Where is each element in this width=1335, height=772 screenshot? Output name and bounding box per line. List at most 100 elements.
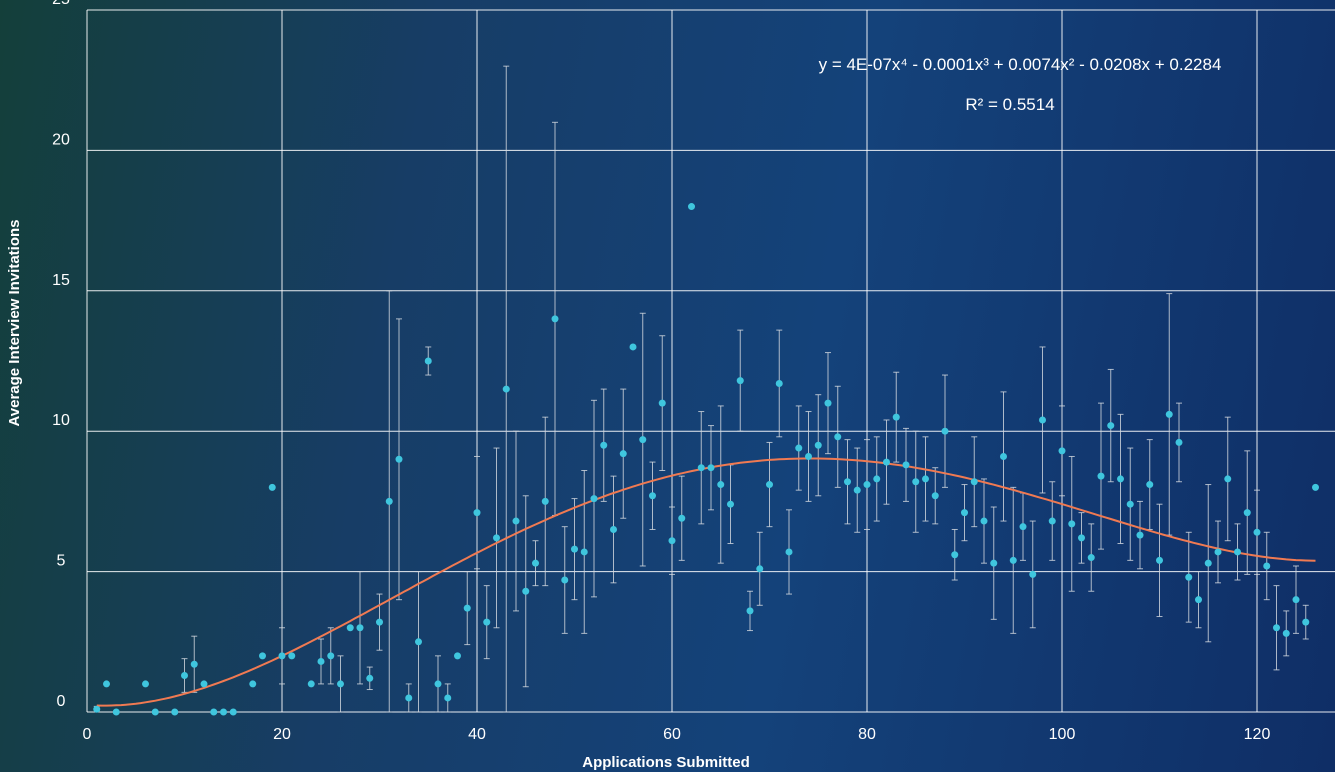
data-point — [317, 657, 325, 665]
data-point — [463, 604, 471, 612]
data-point — [912, 478, 920, 486]
data-point — [1058, 447, 1066, 455]
data-point — [951, 551, 959, 559]
data-point — [1273, 624, 1280, 632]
data-point — [805, 452, 812, 460]
data-point — [259, 652, 266, 660]
data-point — [970, 478, 978, 486]
data-point — [307, 680, 315, 688]
data-point — [1039, 416, 1046, 424]
data-point — [1029, 570, 1037, 578]
y-tick-label: 0 — [57, 693, 66, 710]
data-point — [775, 379, 783, 387]
data-point — [483, 618, 491, 626]
data-point — [1185, 573, 1193, 581]
data-point — [1292, 596, 1300, 604]
data-point — [200, 680, 208, 688]
data-point — [454, 652, 461, 660]
data-point — [1224, 475, 1232, 483]
data-point — [814, 441, 822, 449]
x-axis-ticks: 0 20 40 60 80 100 120 — [83, 726, 1271, 743]
x-tick-label: 100 — [1049, 726, 1076, 743]
data-point — [385, 497, 393, 505]
data-point — [717, 481, 725, 489]
data-points — [93, 203, 1319, 716]
data-point — [1087, 554, 1095, 562]
trendline-equation: y = 4E-07x⁴ - 0.0001x³ + 0.0074x² - 0.02… — [819, 55, 1222, 74]
error-bars — [93, 65, 1309, 713]
data-point — [229, 708, 237, 716]
data-point — [1117, 475, 1124, 483]
data-point — [668, 537, 676, 545]
data-point — [142, 680, 149, 688]
data-point — [473, 509, 481, 517]
data-point — [1204, 559, 1212, 567]
data-point — [961, 509, 968, 517]
y-tick-label: 15 — [52, 272, 70, 289]
data-point — [688, 203, 695, 211]
data-point — [1302, 618, 1310, 626]
data-point — [1097, 472, 1105, 480]
data-point — [181, 671, 188, 679]
data-point — [580, 548, 588, 556]
data-point — [434, 680, 442, 688]
data-point — [922, 475, 929, 483]
data-point — [649, 492, 656, 500]
data-point — [834, 433, 842, 441]
data-point — [551, 315, 559, 323]
x-tick-label: 20 — [273, 726, 291, 743]
data-point — [571, 545, 578, 553]
data-point — [1126, 500, 1134, 508]
data-point — [1263, 562, 1271, 570]
data-point — [103, 680, 110, 688]
data-point — [873, 475, 881, 483]
data-point — [1048, 517, 1056, 525]
data-point — [1243, 509, 1251, 517]
data-point — [366, 674, 374, 682]
y-tick-label: 20 — [52, 131, 70, 148]
y-tick-label: 25 — [52, 0, 70, 8]
data-point — [112, 708, 120, 716]
y-tick-label: 10 — [52, 412, 70, 429]
x-tick-label: 80 — [858, 726, 876, 743]
data-point — [151, 708, 159, 716]
data-point — [844, 478, 851, 486]
data-point — [931, 492, 939, 500]
data-point — [1214, 548, 1222, 556]
data-point — [1107, 422, 1115, 430]
data-point — [1195, 596, 1202, 604]
data-point — [736, 377, 744, 385]
data-point — [405, 694, 413, 702]
data-point — [327, 652, 335, 660]
data-point — [1146, 481, 1154, 489]
data-point — [190, 660, 198, 668]
data-point — [502, 385, 510, 393]
data-point — [756, 565, 764, 573]
data-point — [678, 514, 686, 522]
data-point — [610, 525, 617, 533]
data-point — [619, 450, 627, 458]
data-point — [1165, 410, 1173, 418]
data-point — [1312, 483, 1319, 491]
data-point — [863, 481, 871, 489]
data-point — [268, 483, 276, 491]
data-point — [541, 497, 549, 505]
data-point — [902, 461, 910, 469]
data-point — [785, 548, 793, 556]
trendline — [96, 457, 1316, 707]
data-point — [639, 436, 647, 444]
data-point — [346, 624, 354, 632]
data-point — [629, 343, 637, 351]
data-point — [1078, 534, 1085, 542]
x-tick-label: 60 — [663, 726, 681, 743]
data-point — [1068, 520, 1076, 528]
data-point — [210, 708, 218, 716]
y-axis-title: Average Interview Invitations — [6, 219, 23, 426]
data-point — [249, 680, 257, 688]
data-point — [727, 500, 734, 508]
data-point — [883, 458, 890, 466]
data-point — [493, 534, 500, 542]
data-point — [990, 559, 998, 567]
data-point — [746, 607, 754, 615]
data-point — [892, 413, 900, 421]
